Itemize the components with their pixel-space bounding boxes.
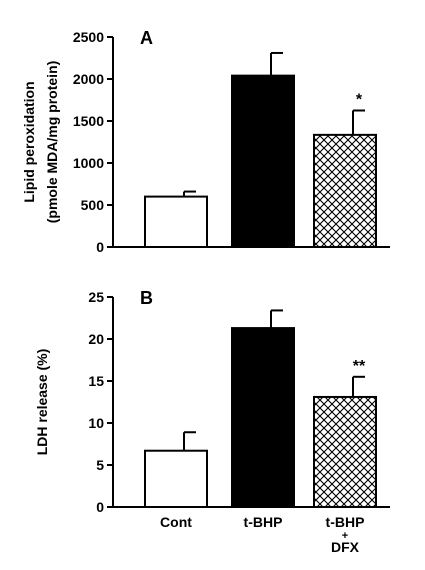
x-tick-label: +: [342, 530, 348, 542]
y-tick-label: 5: [96, 457, 104, 473]
bar-1: [231, 74, 295, 248]
x-category-labels: Cont t-BHP t-BHP+DFX: [160, 514, 364, 555]
y-tick-label: 15: [88, 373, 104, 389]
y-tick-label: 1500: [73, 113, 104, 129]
x-tick-label: DFX: [331, 539, 360, 555]
significance-marker: *: [356, 92, 363, 109]
y-tick-label: 1000: [73, 155, 104, 171]
y-axis-label: (pmole MDA/mg protein): [44, 61, 60, 224]
x-tick-label: t-BHP: [326, 514, 365, 530]
bar-0: [144, 449, 208, 508]
y-tick-label: 25: [88, 289, 104, 305]
y-tick-label: 2500: [73, 29, 104, 45]
bar-2: [313, 133, 377, 248]
x-tick-label: Cont: [160, 514, 192, 530]
panel-label: A: [140, 28, 153, 48]
significance-marker: **: [353, 358, 366, 375]
panel-b: 0 5 10 15 20 25 LDH release (%) B **: [34, 288, 390, 515]
y-axis-label: LDH release (%): [34, 349, 50, 456]
panel-a: 0 500 1000 1500 2000 2500 Lipid peroxidation (p…: [21, 28, 390, 255]
y-tick-label: 0: [96, 499, 104, 515]
y-tick-label: 20: [88, 331, 104, 347]
y-axis-label: Lipid peroxidation: [21, 81, 37, 202]
panel-label: B: [140, 288, 153, 308]
y-tick-label: 2000: [73, 71, 104, 87]
y-tick-label: 500: [81, 197, 105, 213]
bar-2: [313, 395, 377, 508]
bar-1: [231, 327, 295, 508]
bar-0: [144, 195, 208, 249]
y-tick-label: 0: [96, 239, 104, 255]
y-tick-label: 10: [88, 415, 104, 431]
x-tick-label: t-BHP: [244, 514, 283, 530]
